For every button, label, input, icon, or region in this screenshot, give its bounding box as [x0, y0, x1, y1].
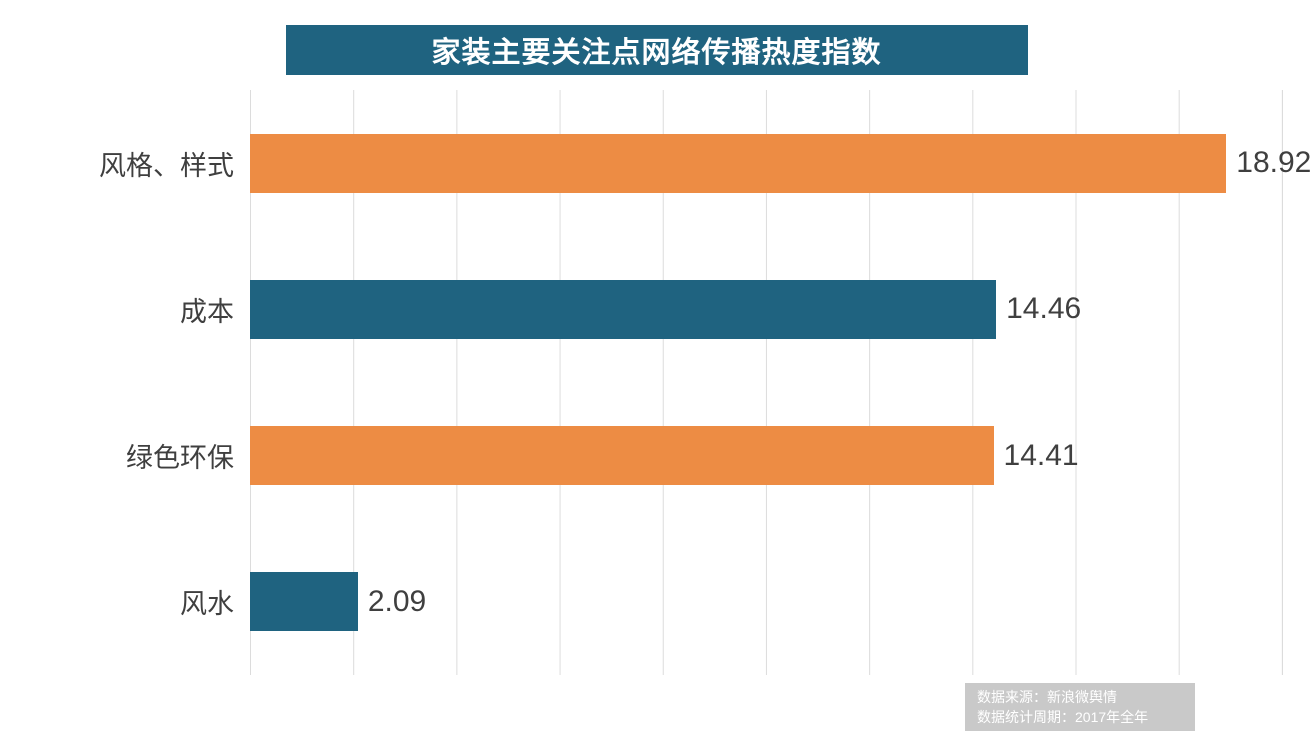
plot-area: 18.92 14.46 14.41 2.09 [250, 90, 1311, 675]
category-axis: 风格、样式 成本 绿色环保 风水 [0, 90, 250, 675]
value-label: 2.09 [367, 584, 427, 618]
value-label: 18.92 [1236, 146, 1312, 180]
bar-row: 14.41 [250, 383, 1282, 529]
chart-title: 家装主要关注点网络传播热度指数 [431, 37, 882, 69]
bar-row: 2.09 [250, 529, 1282, 675]
bar-chart: 风格、样式 成本 绿色环保 风水 18.92 14.46 14.41 2.09 [0, 90, 1313, 675]
source-note: 数据来源：新浪微舆情 数据统计周期：2017年全年 [965, 683, 1195, 731]
source-line-1: 数据来源：新浪微舆情 [977, 689, 1117, 705]
bar-style [250, 133, 1227, 193]
value-label: 14.46 [1006, 292, 1082, 326]
bar-row: 18.92 [250, 90, 1311, 236]
bar-eco [250, 426, 994, 486]
category-label-eco: 绿色环保 [126, 443, 234, 474]
bar-fengshui [250, 572, 358, 632]
bar-row: 14.46 [250, 236, 1282, 382]
category-label-fengshui: 风水 [180, 589, 234, 620]
source-line-2: 数据统计周期：2017年全年 [977, 709, 1149, 725]
bar-cost [250, 279, 997, 339]
chart-title-banner: 家装主要关注点网络传播热度指数 [285, 25, 1028, 75]
category-label-cost: 成本 [180, 296, 234, 327]
value-label: 14.41 [1003, 438, 1079, 472]
category-label-style: 风格、样式 [99, 150, 234, 181]
